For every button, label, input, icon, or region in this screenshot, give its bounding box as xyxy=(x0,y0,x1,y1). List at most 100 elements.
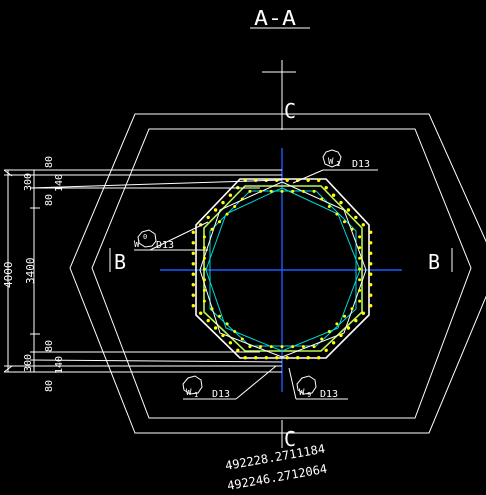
rebar-dot xyxy=(335,322,339,326)
ring-cyan xyxy=(209,190,357,347)
rebar-dot xyxy=(191,304,195,308)
dim-bottom-80a: 80 xyxy=(44,340,55,352)
rebar-dot xyxy=(320,337,324,341)
rebar-dot xyxy=(210,307,214,311)
rebar-dot xyxy=(221,200,225,205)
rebar-dot xyxy=(301,345,305,349)
rebar-dot xyxy=(285,356,289,360)
rebar-dot xyxy=(339,200,343,205)
rebar-dot xyxy=(339,333,343,338)
rebar-dot xyxy=(343,220,346,224)
svg-text:9: 9 xyxy=(307,391,311,399)
rebar-dot xyxy=(233,330,237,333)
svg-text:D13: D13 xyxy=(352,159,370,170)
rebar-dot xyxy=(331,341,336,345)
rebar-dot xyxy=(199,311,203,315)
inner-octagon-cyan xyxy=(205,187,361,352)
rebar-callout-top-right: W 1 D13 xyxy=(292,149,378,184)
rebar-dot xyxy=(202,256,206,260)
rebar-dot xyxy=(243,356,247,360)
rebar-dot xyxy=(369,304,373,308)
section-mark-top: C xyxy=(284,99,296,123)
ring-green xyxy=(203,185,363,352)
rebar-dot xyxy=(202,288,206,292)
rebar-dot xyxy=(369,293,373,297)
left-dimension-system xyxy=(3,169,283,373)
rebar-dot xyxy=(320,197,324,201)
rebar-dot xyxy=(335,212,339,216)
rebar-dot xyxy=(191,272,195,276)
rebar-dot xyxy=(280,189,284,193)
rebar-dot xyxy=(191,241,195,245)
rebar-dot xyxy=(191,262,195,266)
svg-text:W: W xyxy=(186,388,192,398)
rebar-dot xyxy=(213,208,218,212)
rebar-dot xyxy=(259,189,263,193)
rebar-dot xyxy=(240,197,244,201)
rebar-dot xyxy=(210,227,214,231)
rebar-dot xyxy=(369,283,373,287)
rebar-dot xyxy=(228,341,233,345)
rebar-dot xyxy=(236,348,240,352)
rebar-dot xyxy=(361,223,365,227)
rebar-dot xyxy=(317,356,321,360)
rebar-dot xyxy=(343,314,346,318)
rebar-dot xyxy=(218,220,221,224)
rebar-dot xyxy=(361,311,365,315)
rebar-dot xyxy=(259,345,263,349)
svg-text:W: W xyxy=(328,157,334,167)
rebar-dot xyxy=(312,345,316,349)
dim-overall: 4000 xyxy=(2,262,15,289)
rebar-dot xyxy=(354,215,358,220)
rebar-dot xyxy=(324,186,328,190)
rebar-dot xyxy=(269,189,273,193)
rebar-dot xyxy=(317,178,321,182)
rebar-dot xyxy=(358,256,362,260)
rebar-dot xyxy=(206,318,210,323)
rebar-dot xyxy=(346,208,351,212)
rebar-dot xyxy=(191,251,195,255)
dim-bottom-140: 140 xyxy=(54,356,65,374)
rebar-dot xyxy=(369,272,373,276)
rebar-dot xyxy=(248,345,252,349)
rebar-dot xyxy=(191,293,195,297)
rebar-dot xyxy=(225,322,229,326)
rebar-dot xyxy=(369,241,373,245)
rebar-dot xyxy=(291,189,295,193)
dim-top-80b: 80 xyxy=(44,194,55,206)
rebar-dot xyxy=(306,356,310,360)
svg-text:1: 1 xyxy=(194,391,198,399)
rebar-dot xyxy=(350,307,354,311)
svg-text:1: 1 xyxy=(336,160,340,168)
dim-bottom-80b: 80 xyxy=(44,380,55,392)
svg-text:D13: D13 xyxy=(212,389,230,400)
rebar-dot xyxy=(358,299,362,303)
rebar-dot xyxy=(301,189,305,193)
rebar-dot xyxy=(233,205,237,208)
dim-top-80a: 80 xyxy=(44,156,55,168)
rebar-dot xyxy=(202,267,206,271)
rebar-dot xyxy=(327,205,331,208)
rebar-dot xyxy=(202,278,206,282)
dim-bottom-300: 300 xyxy=(23,354,34,372)
rebar-dot xyxy=(280,345,284,349)
rebar-dot xyxy=(358,288,362,292)
rebar-dot xyxy=(324,348,328,352)
rebar-dot xyxy=(291,345,295,349)
rebar-dot xyxy=(248,189,252,193)
rebar-dot xyxy=(191,283,195,287)
rebar-dot xyxy=(202,299,206,303)
rebar-dot xyxy=(275,356,279,360)
rebar-dot xyxy=(206,215,210,220)
rebar-dot xyxy=(346,326,351,330)
rebar-dot xyxy=(306,178,310,182)
dim-inner: 3400 xyxy=(24,258,37,285)
rebar-dot xyxy=(358,235,362,239)
rebar-dot xyxy=(354,318,358,323)
rebar-dot xyxy=(369,251,373,255)
rebar-dot xyxy=(285,178,289,182)
rebar-dot xyxy=(296,356,300,360)
ring-outer-white xyxy=(195,178,370,359)
svg-text:0: 0 xyxy=(143,233,147,241)
